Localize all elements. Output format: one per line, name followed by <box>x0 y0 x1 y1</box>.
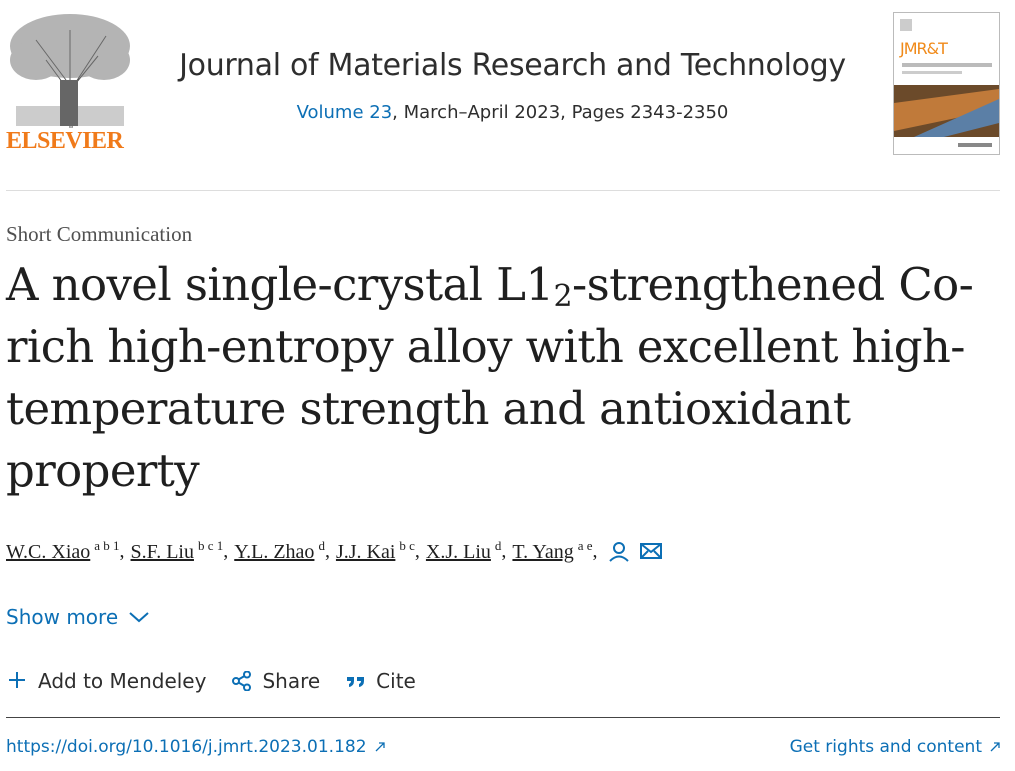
author-name: X.J. Liu <box>425 541 491 563</box>
author-affiliations: a e <box>577 538 593 553</box>
volume-link[interactable]: Volume 23 <box>296 102 393 123</box>
divider <box>6 190 1000 191</box>
action-icon <box>9 672 25 688</box>
author-separator: , <box>324 539 330 562</box>
issue-info: , March–April 2023, Pages 2343-2350 <box>392 102 729 123</box>
author-list: W.C. Xiao a b 1, S.F. Liu b c 1, Y.L. Zhao d,… <box>6 538 662 564</box>
author-name: J.J. Kai <box>335 541 396 563</box>
publisher-logo-tree <box>10 14 130 128</box>
external-icon <box>990 742 1000 752</box>
cover-title: JMR&T <box>900 39 948 58</box>
author[interactable]: S.F. Liu b c 1 <box>131 538 224 564</box>
cover-art <box>894 13 999 154</box>
author-separator: , <box>501 539 507 562</box>
author-affiliations: b c 1 <box>197 538 224 553</box>
title-subscript: 2 <box>553 279 572 314</box>
title-part: -strengthened Co-rich high-entropy alloy… <box>6 258 974 497</box>
article-title: A novel single-crystal L12-strengthened … <box>6 254 991 502</box>
action-label: Cite <box>376 669 416 693</box>
author-separator: , <box>119 539 125 562</box>
action-button[interactable]: Add to Mendeley <box>8 669 206 693</box>
author-name: Y.L. Zhao <box>234 541 315 563</box>
action-icon <box>232 671 252 691</box>
mail-icon <box>639 543 662 559</box>
author[interactable]: J.J. Kai b c <box>336 538 415 564</box>
action-label: Add to Mendeley <box>38 669 207 693</box>
author-name: W.C. Xiao <box>6 541 91 563</box>
article-type: Short Communication <box>6 222 193 246</box>
doi-text: https://doi.org/10.1016/j.jmrt.2023.01.1… <box>6 737 367 757</box>
chevron-icon <box>129 612 149 623</box>
author-name: T. Yang <box>512 541 574 563</box>
author[interactable]: Y.L. Zhao d <box>234 538 325 564</box>
author[interactable]: W.C. Xiao a b 1 <box>6 538 120 564</box>
publisher: ELSEVIER <box>6 128 124 154</box>
author[interactable]: T. Yang a e <box>512 538 592 564</box>
journal-title[interactable]: Journal of Materials Research and Techno… <box>179 48 846 83</box>
action-label: Share <box>262 669 321 693</box>
person-icon <box>608 542 629 562</box>
action-bar: Add to Mendeley Share Cite <box>8 669 442 693</box>
author-name: S.F. Liu <box>130 541 194 563</box>
doi-link[interactable]: https://doi.org/10.1016/j.jmrt.2023.01.1… <box>6 737 385 757</box>
show-more-label: Show more <box>6 605 119 629</box>
action-button[interactable]: Share <box>232 669 320 693</box>
action-button[interactable]: Cite <box>346 669 416 693</box>
show-more[interactable]: Show more <box>6 605 150 629</box>
author-affiliations: d <box>318 538 325 553</box>
author-separator: , <box>223 539 229 562</box>
external-icon <box>375 742 385 752</box>
journal-cover[interactable]: JMR&T <box>893 12 1000 155</box>
author-affiliations: d <box>494 538 502 553</box>
title-part: A novel single-crystal L1 <box>6 258 554 311</box>
author[interactable]: X.J. Liu d <box>426 538 502 564</box>
rights-text: Get rights and content <box>789 737 982 757</box>
author-affiliations: a b 1 <box>94 538 120 553</box>
author-separator: , <box>414 539 420 562</box>
author-affiliations: b c <box>399 538 415 553</box>
volume-line: Volume 23, March–April 2023, Pages 2343-… <box>150 102 875 123</box>
divider <box>6 717 1000 718</box>
author-separator: , <box>592 539 598 562</box>
rights-link[interactable]: Get rights and content <box>790 737 1000 757</box>
action-icon <box>347 677 365 687</box>
